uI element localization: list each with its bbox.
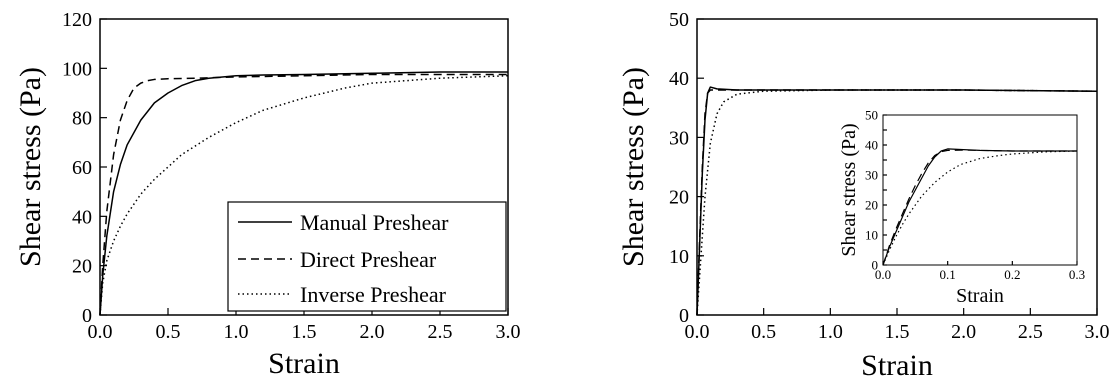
y-tick-label: 20: [72, 256, 92, 278]
y-tick-label: 0: [679, 305, 689, 327]
x-tick-label: 1.0: [224, 321, 249, 343]
chart-inset: 0.0 0.1 0.2 0.3 0 10 20 30 40 50 Strain Shear str…: [838, 108, 1085, 307]
series-line-dashed: [882, 149, 1077, 266]
x-axis-title: Strain: [861, 349, 933, 381]
series-line-dotted: [696, 89, 1098, 316]
x-tick-label: 3.0: [1085, 321, 1110, 343]
legend: Manual Preshear Direct Preshear Inverse …: [227, 201, 507, 312]
y-tick-label: 60: [72, 157, 92, 179]
x-tick-label: 0.2: [1004, 267, 1020, 282]
y-tick-label: 0: [872, 258, 879, 273]
x-tick-label: 0.5: [156, 321, 181, 343]
chart-left: 0.0 0.5 1.0 1.5 2.0 2.5 3.0 0 20 40 60 80 100 120 Str…: [14, 9, 521, 380]
legend-label-manual: Manual Preshear: [300, 210, 449, 235]
x-tick-label: 0.3: [1069, 267, 1085, 282]
x-tick-label: 1.5: [292, 321, 317, 343]
x-axis-title: Strain: [268, 347, 340, 380]
y-tick-label: 40: [865, 138, 878, 153]
y-axis-title: Shear stress (Pa): [838, 123, 860, 256]
y-axis-title: Shear stress (Pa): [14, 67, 47, 267]
inset-background: [883, 115, 1077, 265]
legend-box: [227, 201, 507, 312]
y-tick-label: 20: [865, 198, 878, 213]
y-tick-label: 30: [865, 168, 878, 183]
legend-label-inverse: Inverse Preshear: [300, 282, 447, 307]
series-line-solid: [99, 71, 508, 316]
x-tick-label: 0.1: [940, 267, 956, 282]
y-tick-label: 10: [865, 228, 878, 243]
x-tick-label: 0.0: [88, 321, 113, 343]
x-tick-label: 1.5: [885, 321, 910, 343]
y-tick-label: 120: [62, 9, 92, 31]
x-tick-label: 3.0: [496, 321, 521, 343]
plot-frame: [882, 114, 1078, 266]
y-tick-label: 10: [669, 246, 689, 268]
y-tick-label: 50: [669, 9, 689, 31]
x-tick-label: 2.5: [1018, 321, 1043, 343]
x-tick-label: 0.0: [875, 267, 891, 282]
series-line-dotted: [99, 74, 509, 316]
x-tick-label: 2.0: [360, 321, 385, 343]
y-tick-label: 100: [62, 58, 92, 80]
plot-frame: [99, 18, 509, 316]
x-tick-label: 0.0: [685, 321, 710, 343]
x-tick-label: 2.0: [951, 321, 976, 343]
y-tick-label: 20: [669, 187, 689, 209]
legend-label-direct: Direct Preshear: [300, 247, 437, 272]
y-tick-label: 40: [72, 206, 92, 228]
plot-frame: [696, 18, 1098, 316]
y-tick-label: 0: [82, 305, 92, 327]
x-tick-label: 0.5: [751, 321, 776, 343]
x-axis-title: Strain: [956, 285, 1004, 307]
y-axis-title: Shear stress (Pa): [617, 67, 650, 267]
x-tick-label: 2.5: [428, 321, 453, 343]
y-tick-label: 30: [669, 127, 689, 149]
y-tick-label: 80: [72, 108, 92, 130]
y-tick-label: 40: [669, 68, 689, 90]
x-tick-label: 1.0: [818, 321, 843, 343]
y-tick-label: 50: [865, 108, 878, 123]
